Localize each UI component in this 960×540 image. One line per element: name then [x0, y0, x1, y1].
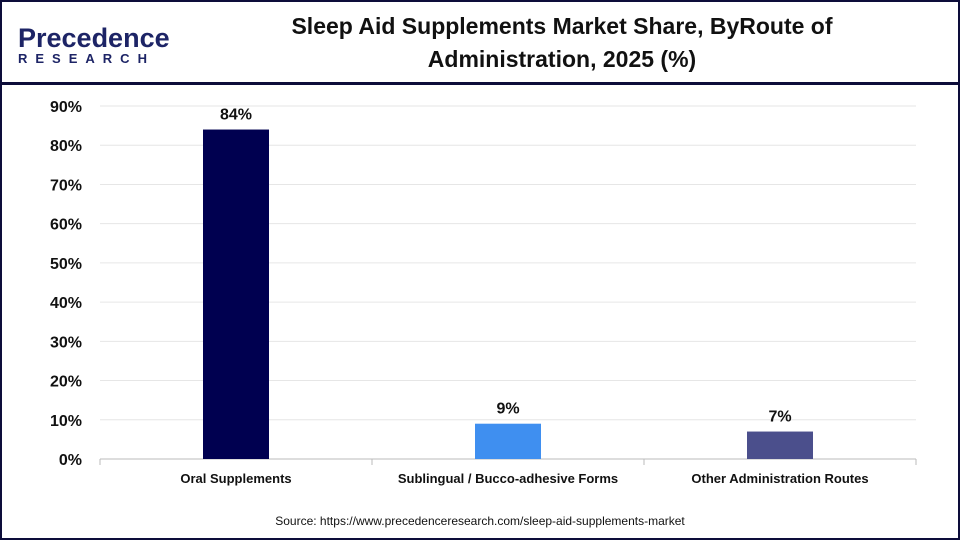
y-tick-label: 50% [50, 256, 82, 273]
logo: Precedence RESEARCH [18, 24, 170, 66]
bar [203, 129, 269, 459]
y-tick-label: 20% [50, 374, 82, 391]
y-tick-label: 70% [50, 177, 82, 194]
logo-line1: Precedence [18, 23, 170, 53]
y-tick-label: 30% [50, 334, 82, 351]
y-tick-label: 80% [50, 138, 82, 155]
header-divider [2, 82, 958, 85]
logo-line2: RESEARCH [18, 51, 155, 66]
x-tick-label: Sublingual / Bucco-adhesive Forms [398, 471, 618, 486]
bar [747, 431, 813, 459]
y-tick-label: 40% [50, 295, 82, 312]
data-label: 7% [768, 409, 791, 426]
y-tick-label: 90% [50, 99, 82, 116]
source-note: Source: https://www.precedenceresearch.c… [275, 514, 685, 528]
x-tick-label: Other Administration Routes [691, 471, 868, 486]
x-tick-label: Oral Supplements [180, 471, 291, 486]
chart-title: Sleep Aid Supplements Market Share, ByRo… [291, 13, 833, 72]
y-tick-label: 10% [50, 413, 82, 430]
y-tick-label: 0% [59, 452, 82, 469]
y-tick-label: 60% [50, 217, 82, 234]
data-label: 9% [496, 401, 519, 418]
data-label: 84% [220, 107, 252, 124]
bar [475, 423, 541, 459]
